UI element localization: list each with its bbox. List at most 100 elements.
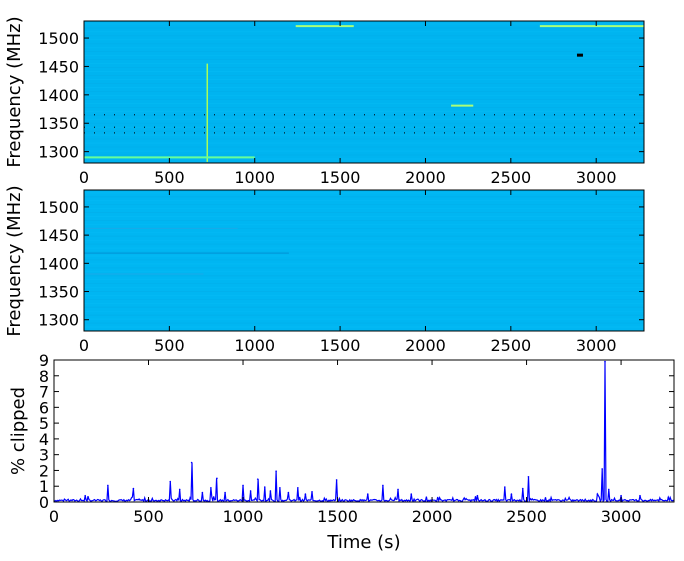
top-xtick-label: 2000 — [405, 168, 446, 187]
bottom-x-axis-label: Time (s) — [326, 532, 400, 553]
clipped-spike-point — [178, 488, 181, 491]
clipped-spike-point — [210, 487, 212, 489]
clipped-spike-point — [269, 490, 272, 492]
top-ytick-label: 1450 — [38, 57, 79, 76]
middle-xtick-label: 1500 — [320, 336, 361, 355]
top-ytick-label: 1400 — [38, 86, 79, 105]
top-y-axis-label: Frequency (MHz) — [4, 16, 25, 167]
top-xtick-label: 1500 — [320, 168, 361, 187]
clipped-spike-point — [527, 475, 530, 478]
top-axes-frame — [83, 20, 645, 164]
bottom-xtick-label: 1000 — [223, 507, 264, 526]
middle-ytick-label: 1400 — [38, 254, 79, 273]
middle-xtick-label: 2500 — [490, 336, 531, 355]
clipped-spike-point — [256, 478, 259, 480]
middle-y-ticks: 1300 1350 1400 1450 1500 — [38, 198, 644, 330]
bottom-axes-frame — [53, 359, 675, 503]
bottom-ytick-label: 7 — [39, 383, 49, 402]
middle-ytick-label: 1300 — [38, 311, 79, 330]
top-ytick-label: 1500 — [38, 29, 79, 48]
bottom-xtick-label: 2500 — [506, 507, 547, 526]
clipped-spike-point — [667, 496, 670, 499]
middle-xtick-label: 0 — [79, 336, 89, 355]
top-xtick-label: 3000 — [576, 168, 617, 187]
clipped-spike-point — [169, 480, 172, 483]
rfi-spot — [576, 53, 583, 57]
clipped-spike-point — [216, 477, 218, 480]
clipped-spike-point — [107, 484, 109, 487]
clipped-spike-point — [596, 493, 599, 495]
clipped-spike-point — [639, 494, 641, 497]
bottom-xtick-label: 2000 — [412, 507, 453, 526]
clipped-spike-point — [504, 486, 506, 488]
clipped-spike-point — [304, 493, 307, 495]
bottom-ytick-label: 8 — [39, 367, 49, 386]
top-ytick-label: 1300 — [38, 143, 79, 162]
clipped-spike-point — [263, 486, 266, 488]
clipped-spike-point — [132, 487, 135, 490]
middle-heatmap-area — [84, 190, 644, 331]
clipped-spike-point — [84, 494, 86, 497]
middle-ytick-label: 1500 — [38, 198, 79, 217]
clipped-spike-point — [521, 487, 524, 490]
top-xtick-label: 1000 — [234, 168, 275, 187]
top-heatmap-features — [84, 23, 644, 163]
bottom-x-ticks: 0 500 1000 1500 2000 2500 3000 — [49, 360, 642, 526]
clipped-spike-point — [604, 360, 606, 363]
clipped-percent-line — [54, 361, 674, 502]
clipped-spike-point — [287, 491, 290, 494]
clipped-spike-point — [620, 494, 622, 497]
top-ytick-label: 1350 — [38, 114, 79, 133]
middle-xtick-label: 500 — [154, 336, 185, 355]
clipped-spike-point — [275, 470, 277, 473]
bottom-xtick-label: 0 — [49, 507, 59, 526]
middle-xtick-label: 2000 — [405, 336, 446, 355]
clipped-spike-point — [224, 491, 226, 494]
bottom-ytick-label: 2 — [39, 461, 49, 480]
bottom-xtick-label: 500 — [133, 507, 164, 526]
clipped-spike-point — [279, 487, 281, 489]
clipped-spike-point — [607, 488, 610, 491]
bottom-ytick-label: 9 — [39, 351, 49, 370]
clipped-spike-point — [410, 493, 413, 495]
clipped-spike-point — [366, 493, 369, 495]
bottom-ytick-label: 0 — [39, 493, 49, 512]
bottom-xtick-label: 3000 — [601, 507, 642, 526]
clipped-spike-point — [382, 484, 384, 487]
middle-ytick-label: 1350 — [38, 283, 79, 302]
clipped-spike-point — [297, 487, 299, 489]
clipped-spike-point — [510, 493, 513, 495]
top-xtick-label: 0 — [79, 168, 89, 187]
clipped-spike-point — [601, 468, 603, 470]
top-xtick-label: 2500 — [490, 168, 531, 187]
middle-heatmap-features — [84, 192, 644, 331]
clipped-spike-point — [190, 461, 193, 464]
middle-heatmap-panel: 0 500 1000 1500 2000 2500 3000 1300 1350 1400 145… — [4, 185, 645, 355]
top-x-ticks: 0 500 1000 1500 2000 2500 3000 — [79, 21, 617, 187]
bottom-y-axis-label: % clipped — [8, 387, 29, 475]
middle-x-ticks: 0 500 1000 1500 2000 2500 3000 — [79, 190, 617, 355]
clipped-spike-point — [311, 490, 313, 493]
bottom-plot-area — [54, 360, 674, 502]
bottom-ytick-label: 5 — [39, 414, 49, 433]
middle-ytick-label: 1450 — [38, 226, 79, 245]
top-heatmap-panel: 0 500 1000 1500 2000 2500 3000 1300 1350 1400 145… — [4, 16, 645, 187]
middle-axes-frame — [83, 189, 645, 332]
bottom-ytick-label: 6 — [39, 398, 49, 417]
clipped-spike-point — [242, 484, 244, 487]
bottom-ytick-label: 1 — [39, 477, 49, 496]
bottom-ytick-label: 3 — [39, 446, 49, 465]
middle-y-axis-label: Frequency (MHz) — [4, 185, 25, 336]
clipped-spike-point — [335, 479, 338, 481]
bottom-xtick-label: 1500 — [317, 507, 358, 526]
clipped-spike-point — [249, 490, 252, 492]
top-xtick-label: 500 — [154, 168, 185, 187]
clipped-spike-point — [476, 494, 479, 497]
top-heatmap-area — [84, 21, 644, 163]
bottom-ytick-label: 4 — [39, 430, 49, 449]
clipped-spike-point — [397, 488, 399, 491]
clipped-series — [54, 360, 674, 502]
middle-xtick-label: 1000 — [234, 336, 275, 355]
